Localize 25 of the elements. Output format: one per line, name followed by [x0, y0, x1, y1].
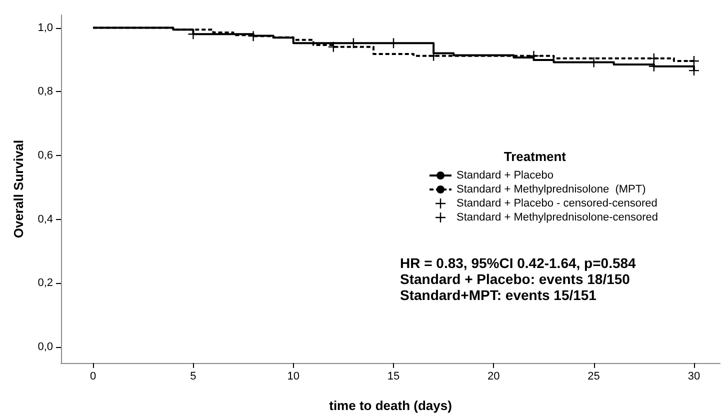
x-tick-label: 0 — [90, 370, 96, 382]
annotation: Standard + Placebo: events 18/150 — [400, 271, 630, 287]
point — [248, 31, 258, 42]
x-tick-label: 10 — [287, 370, 300, 382]
y-tick-label: 0,0 — [38, 341, 53, 354]
y-axis-title: Overall Survival — [11, 140, 26, 238]
legend-label: Standard + Methylprednisolone (MPT) — [456, 184, 646, 196]
legend-label: Standard + Placebo — [456, 170, 554, 182]
x-tick-label: 25 — [588, 370, 600, 382]
annotation: Standard+MPT: events 15/151 — [400, 287, 597, 303]
x-tick-label: 20 — [488, 370, 500, 382]
y-tick-label: 0,8 — [38, 86, 53, 98]
x-tick-label: 15 — [387, 370, 400, 382]
y-tick-label: 0,2 — [38, 277, 53, 290]
annotation: HR = 0.83, 95%CI 0.42-1.64, p=0.584 — [400, 255, 636, 271]
y-tick-label: 0,4 — [38, 213, 53, 226]
legend-label: Standard + Placebo - censored-censored — [456, 198, 658, 210]
legend-label: Standard + Methylprednisolone-censored — [456, 212, 658, 224]
x-tick-label: 5 — [190, 370, 196, 382]
legend-title: Treatment — [504, 149, 567, 164]
y-tick-label: 0,6 — [38, 149, 53, 162]
x-tick-label: 30 — [688, 370, 700, 382]
x-axis-title: time to death (days) — [329, 398, 452, 413]
y-tick-label: 1,0 — [38, 22, 53, 34]
point — [528, 50, 539, 61]
